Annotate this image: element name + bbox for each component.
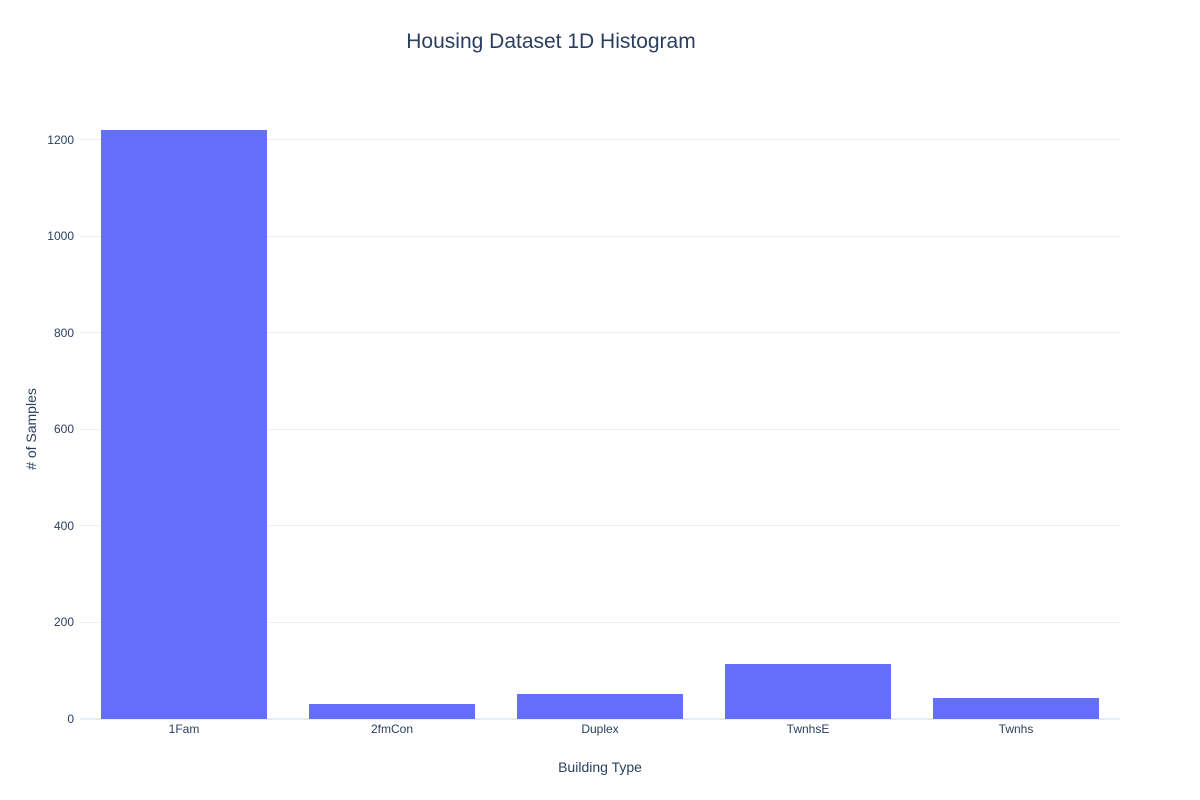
x-tick-label-1Fam: 1Fam [168,722,200,736]
bar-Twnhs [932,698,1100,719]
y-gridline [80,621,1120,623]
chart-title: Housing Dataset 1D Histogram [406,30,696,53]
y-tick-label: 0 [67,712,74,726]
y-tick-label: 400 [53,518,74,533]
y-tick-label: 1200 [47,132,74,147]
x-tick-label-Twnhs: Twnhs [998,722,1034,736]
y-gridline [80,235,1120,237]
y-gridline [80,525,1120,527]
y-tick-label: 200 [53,615,74,630]
x-axis-title: Building Type [558,759,642,775]
y-tick-label: 1000 [47,229,74,244]
bar-Duplex [516,693,684,719]
plot-area[interactable] [80,99,1120,720]
y-tick-label: 600 [53,422,74,437]
x-tick-label-Duplex: Duplex [581,722,619,736]
y-tick-label: 800 [53,325,74,340]
x-tick-label-TwnhsE: TwnhsE [786,722,830,736]
bar-1Fam [100,129,268,719]
bar-TwnhsE [724,663,892,719]
bar-2fmCon [308,704,476,719]
y-gridline [80,139,1120,141]
y-gridline [80,428,1120,430]
y-gridline [80,332,1120,334]
x-tick-label-2fmCon: 2fmCon [370,722,414,736]
x-axis-zeroline [80,718,1120,720]
